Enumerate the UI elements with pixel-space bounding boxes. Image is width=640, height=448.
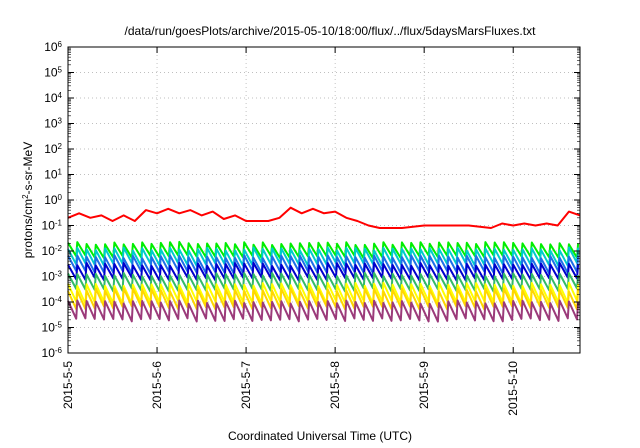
y-tick-base: 10 (42, 219, 56, 233)
y-axis-label-main: protons/cm (21, 199, 35, 258)
y-tick-exponent: -3 (55, 269, 63, 278)
y-tick-exponent: 6 (58, 40, 63, 49)
y-tick-base: 10 (44, 142, 58, 156)
y-tick-base: 10 (42, 270, 56, 284)
y-tick-base: 10 (44, 40, 58, 54)
y-tick-label: 10-6 (42, 346, 63, 361)
y-tick-exponent: -6 (55, 346, 63, 355)
y-tick-base: 10 (42, 244, 56, 258)
y-axis-label-sup: 2 (21, 194, 30, 199)
y-axis-label: protons/cm2-s-sr-MeV (21, 142, 36, 258)
y-tick-label: 10-3 (42, 269, 63, 284)
y-tick-label: 104 (44, 91, 62, 106)
y-tick-base: 10 (44, 117, 58, 131)
y-tick-exponent: -2 (55, 244, 63, 253)
y-tick-label: 10-2 (42, 244, 63, 259)
y-tick-exponent: 5 (58, 65, 63, 74)
x-axis-label: Coordinated Universal Time (UTC) (228, 429, 412, 443)
y-axis-label-rest: -s-sr-MeV (21, 142, 35, 195)
y-tick-exponent: -5 (55, 320, 63, 329)
y-tick-label: 101 (44, 167, 62, 182)
y-tick-exponent: 4 (58, 91, 63, 100)
y-tick-base: 10 (42, 346, 56, 360)
y-tick-base: 10 (44, 66, 58, 80)
y-tick-exponent: 0 (58, 193, 63, 202)
x-tick-label: 2015-5-7 (239, 361, 253, 409)
y-tick-base: 10 (44, 193, 58, 207)
y-tick-exponent: -1 (55, 218, 63, 227)
y-tick-base: 10 (42, 321, 56, 335)
chart-title: /data/run/goesPlots/archive/2015-05-10/1… (125, 24, 537, 38)
y-tick-exponent: 2 (58, 142, 63, 151)
x-tick-label: 2015-5-6 (150, 361, 164, 409)
y-axis: 10-610-510-410-310-210-11001011021031041… (42, 40, 580, 361)
y-tick-label: 103 (44, 116, 62, 131)
y-tick-exponent: 3 (58, 116, 63, 125)
y-tick-label: 100 (44, 193, 62, 208)
y-tick-label: 105 (44, 65, 62, 80)
y-tick-label: 10-5 (42, 320, 63, 335)
y-tick-exponent: -4 (55, 295, 63, 304)
y-tick-base: 10 (44, 168, 58, 182)
series-line-1 (67, 206, 581, 229)
x-tick-label: 2015-5-9 (417, 361, 431, 409)
x-tick-label: 2015-5-8 (328, 361, 342, 409)
y-tick-base: 10 (44, 91, 58, 105)
y-tick-label: 10-4 (42, 295, 63, 310)
x-tick-label: 2015-5-10 (506, 361, 520, 416)
y-tick-exponent: 1 (58, 167, 63, 176)
y-tick-base: 10 (42, 295, 56, 309)
y-tick-label: 106 (44, 40, 62, 55)
x-axis: 2015-5-5 2015-5-6 2015-5-7 2015-5-8 2015-5-9… (61, 47, 520, 416)
series-layer (67, 206, 581, 323)
x-tick-label: 2015-5-5 (61, 361, 75, 409)
series-line-9 (67, 299, 580, 323)
y-tick-label: 102 (44, 142, 62, 157)
y-tick-label: 10-1 (42, 218, 63, 233)
